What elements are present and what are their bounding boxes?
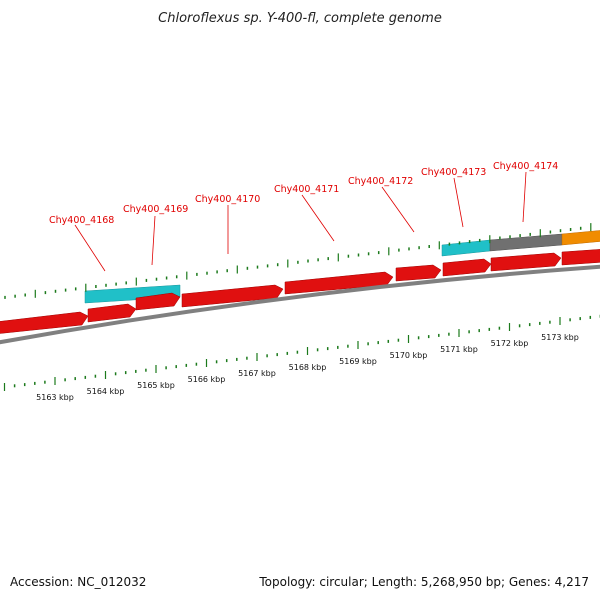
outer-trna-feature-2 xyxy=(441,239,491,257)
cds-arrow xyxy=(135,292,181,311)
outer-ring-features xyxy=(84,230,600,304)
kbp-tick-label: 5165 kbp xyxy=(137,381,175,390)
kbp-tick-label: 5173 kbp xyxy=(541,333,579,342)
gene-label: Chy400_4169 xyxy=(123,204,188,215)
cds-arrow xyxy=(442,258,492,277)
inner-ticks xyxy=(3,314,600,391)
cds-track xyxy=(0,249,600,334)
kbp-tick-label: 5168 kbp xyxy=(289,363,327,372)
cds-arrow xyxy=(0,311,89,334)
kbp-tick-label: 5170 kbp xyxy=(390,351,428,360)
gene-annotations: Chy400_4168 Chy400_4169 Chy400_4170 Chy4… xyxy=(49,161,558,272)
kbp-tick-label: 5164 kbp xyxy=(87,387,125,396)
gene-label: Chy400_4170 xyxy=(195,194,260,205)
gene-label: Chy400_4173 xyxy=(421,167,486,178)
cds-arrow xyxy=(395,264,442,282)
cds-arrow xyxy=(490,252,562,272)
kbp-tick-label: 5172 kbp xyxy=(491,339,529,348)
outer-orange-feature xyxy=(561,230,600,246)
tick-labels: 5163 kbp 5164 kbp 5165 kbp 5166 kbp 5167 kbp… xyxy=(36,333,579,402)
gene-label: Chy400_4172 xyxy=(348,176,413,187)
gene-label-leader xyxy=(522,171,527,223)
genome-backbone xyxy=(0,264,600,345)
cds-arrow xyxy=(561,249,600,266)
gene-label: Chy400_4171 xyxy=(274,184,339,195)
cds-arrow xyxy=(87,303,137,323)
kbp-tick-label: 5171 kbp xyxy=(440,345,478,354)
gene-label-leader xyxy=(151,215,156,266)
gene-label: Chy400_4174 xyxy=(493,161,558,172)
gene-label: Chy400_4168 xyxy=(49,215,114,226)
kbp-tick-label: 5163 kbp xyxy=(36,393,74,402)
gene-label-leader xyxy=(301,194,335,242)
cds-arrow xyxy=(284,271,394,295)
kbp-tick-label: 5167 kbp xyxy=(238,369,276,378)
gene-label-leader xyxy=(381,186,415,233)
cds-arrow xyxy=(181,284,284,308)
outer-gray-feature xyxy=(489,233,563,252)
gene-label-leader xyxy=(74,224,106,272)
outer-tick-marks xyxy=(4,223,592,299)
kbp-tick-label: 5169 kbp xyxy=(339,357,377,366)
accession-text: Accession: NC_012032 xyxy=(10,575,146,589)
gene-label-leader xyxy=(453,177,464,228)
kbp-tick-label: 5166 kbp xyxy=(188,375,226,384)
map-title: Chloroflexus sp. Y-400-fl, complete geno… xyxy=(158,11,442,26)
genome-summary-text: Topology: circular; Length: 5,268,950 bp… xyxy=(258,575,589,589)
